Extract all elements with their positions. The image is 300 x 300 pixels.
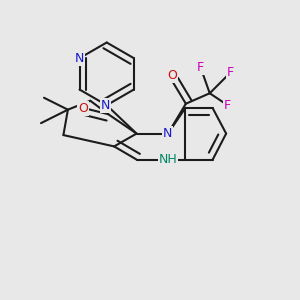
Text: O: O	[167, 69, 177, 82]
Text: N: N	[100, 99, 110, 112]
Text: F: F	[227, 66, 234, 79]
Text: O: O	[78, 102, 88, 115]
Text: N: N	[163, 127, 172, 140]
Text: F: F	[224, 99, 231, 112]
Text: F: F	[197, 61, 204, 74]
Text: NH: NH	[158, 153, 177, 166]
Text: N: N	[75, 52, 84, 65]
